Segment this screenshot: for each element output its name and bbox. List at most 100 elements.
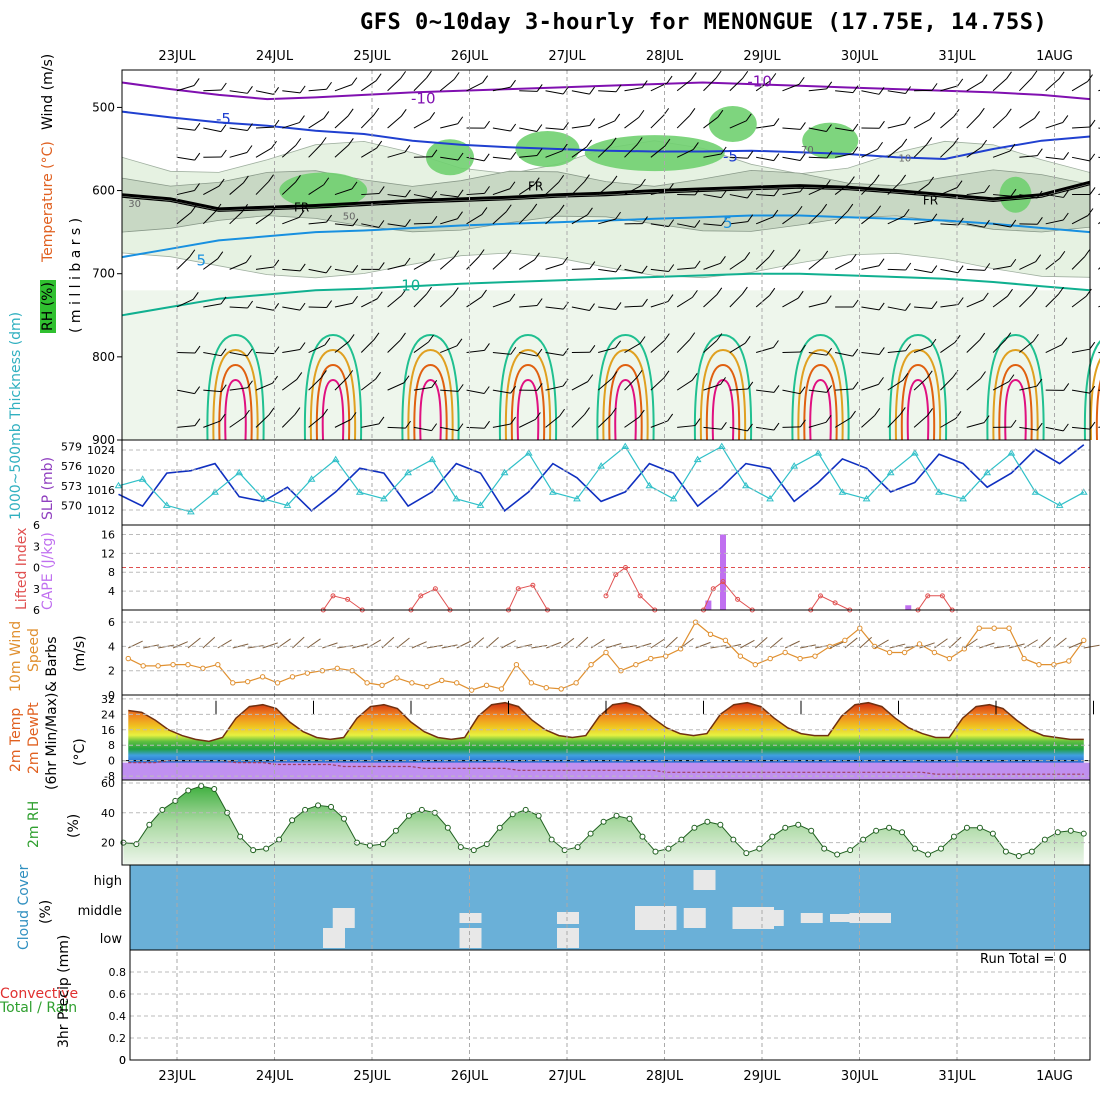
wind-barb (598, 120, 615, 129)
wind-barb-flag (615, 302, 622, 310)
tick-label-wind: 6 (108, 616, 115, 629)
wind10-barb (829, 641, 845, 649)
wind-barb-flag (1010, 219, 1017, 228)
wind10-barb (172, 641, 188, 649)
wind-barb-flag (1058, 71, 1065, 80)
run-total: Run Total = 0 (980, 952, 1067, 967)
wind-barb-flag (979, 332, 986, 341)
date-label-top: 30JUL (841, 49, 879, 64)
rh-tick-label: 20 (101, 837, 115, 850)
wind-barb-flag (852, 85, 859, 93)
warm-contour (693, 333, 753, 441)
wind-barb-flag (928, 176, 935, 185)
wind-barb-flag (299, 302, 306, 311)
wind10-barb (128, 640, 143, 649)
wind-barb-flag (270, 206, 277, 214)
wind-barb-flag (563, 122, 569, 130)
wind-barb-flag (931, 265, 938, 273)
wind-barb (1045, 257, 1061, 270)
lifted-index-line (410, 588, 451, 611)
wind-barb (861, 181, 875, 195)
wind10-barb (740, 639, 755, 649)
rh-high-blob (426, 139, 474, 176)
wind10-barb (665, 636, 678, 649)
wind-barb (755, 79, 772, 92)
wind-barb-flag (457, 152, 464, 161)
wind-barb (492, 188, 511, 196)
contour-label-frb: FR (528, 180, 543, 194)
wind-barb (387, 151, 406, 158)
wind-barb-flag (615, 84, 622, 93)
wind-barb (282, 122, 300, 129)
lifted-index-point (925, 593, 931, 599)
wind-speed-point (185, 661, 191, 668)
wind-barb (519, 154, 538, 158)
wind-barb (703, 77, 717, 92)
wind-barb-flag (220, 82, 227, 91)
wind-barb (650, 268, 669, 272)
wind-barb (624, 144, 638, 158)
lifted-index-point (735, 596, 741, 602)
wind-barb-flag (957, 217, 964, 226)
rh-point (860, 836, 867, 843)
wind-barb (913, 183, 929, 195)
wind-barb (255, 414, 270, 428)
wind-barb (861, 306, 880, 311)
wind-barb (308, 415, 323, 428)
wind-barb-flag (850, 253, 857, 262)
chart-title: GFS 0~10day 3-hourly for MENONGUE (17.75… (360, 10, 1048, 35)
wind-barb (703, 153, 722, 158)
wind-barb-flag (668, 219, 675, 227)
wind-barb (281, 144, 297, 158)
date-label-bottom: 24JUL (256, 1069, 294, 1084)
cape-tick-label: 12 (101, 547, 115, 560)
wind-barb (440, 345, 458, 354)
wind-speed-point (1006, 625, 1012, 631)
rh-point (989, 830, 996, 837)
wind-barb-flag (667, 413, 674, 422)
wind-barb (440, 389, 459, 392)
wind-barb (413, 77, 427, 92)
wind-barb (887, 181, 901, 195)
wind-barb (887, 215, 905, 225)
rh-point (276, 836, 283, 843)
cloud-bar (635, 906, 657, 930)
wind-barb (466, 82, 483, 92)
wind-barb-flag (796, 205, 803, 214)
rh-point (963, 824, 970, 831)
wind-barb-flag (900, 174, 907, 183)
wind-barb-flag (431, 423, 438, 431)
cloud-bar (459, 913, 482, 923)
wind-barb-flag (692, 142, 699, 150)
wind-speed-point (289, 674, 296, 680)
wind-barb-flag (824, 179, 831, 188)
wind-barb-flag (483, 153, 490, 162)
wind-barb-flag (536, 348, 543, 357)
wind-barb (624, 116, 640, 129)
wind-barb-flag (1089, 341, 1096, 350)
wind-barb (203, 258, 219, 270)
wind-barb (571, 146, 587, 158)
wind-barb-flag (431, 215, 438, 224)
wind-barb (677, 425, 696, 428)
wind-barb (203, 352, 222, 357)
wind-barb-flag (694, 260, 701, 269)
wind-barb-flag (429, 253, 436, 261)
rh-point (1015, 853, 1022, 860)
thickness-marker (645, 481, 654, 489)
wind-barb-flag (1006, 71, 1012, 80)
wind-barb-flag (931, 301, 938, 309)
wind-barb-flag (691, 290, 698, 298)
lifted-index-point (418, 593, 424, 599)
wind-barb (861, 212, 876, 225)
wind-barb-flag (457, 189, 464, 198)
wind-barb-flag (852, 299, 859, 308)
wind-barb (808, 421, 827, 428)
wind-speed-point (364, 680, 370, 686)
wind-barb (360, 339, 375, 353)
rh-point (950, 833, 957, 840)
precip-tick-label: 0.8 (109, 966, 127, 979)
wind-barb-flag (1033, 333, 1039, 342)
wind-barb (308, 268, 327, 274)
rh-point (847, 847, 854, 854)
